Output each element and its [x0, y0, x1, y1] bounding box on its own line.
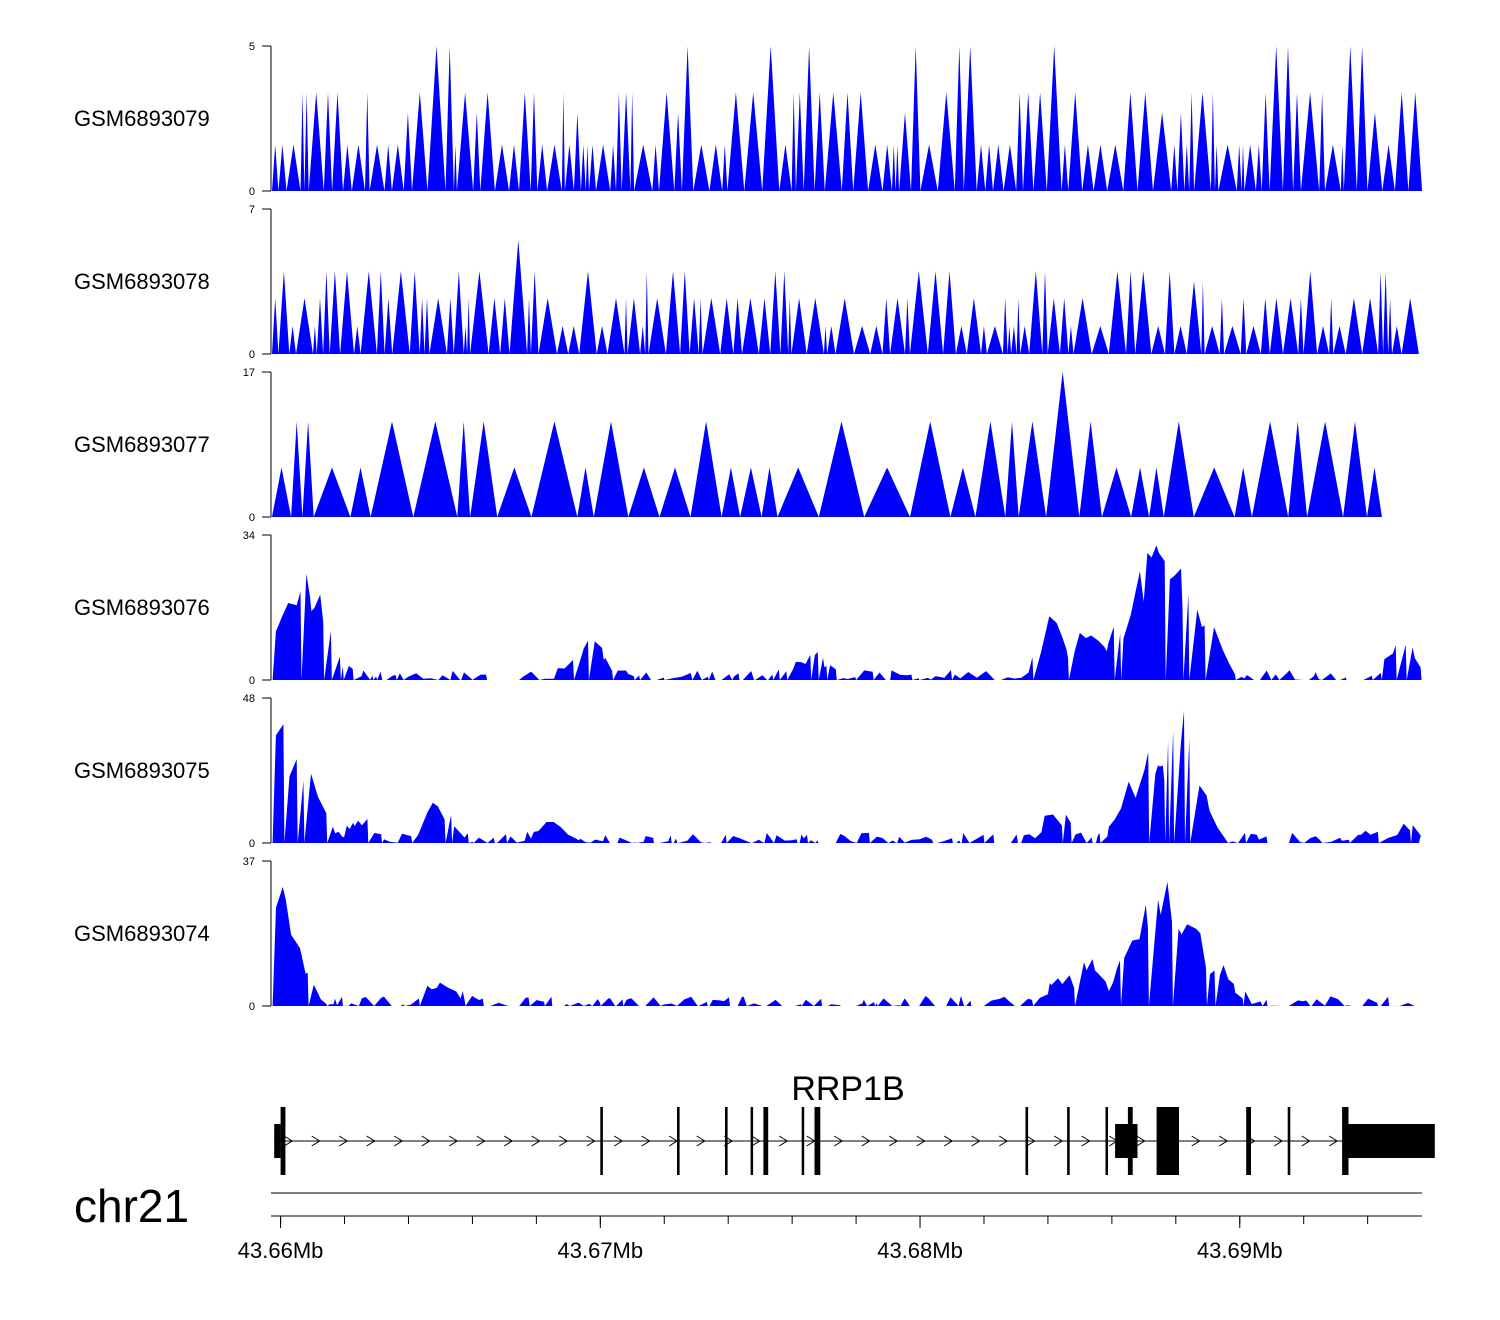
track-label: GSM6893074 [74, 921, 210, 946]
strand-arrow [943, 1135, 954, 1147]
strand-arrow [641, 1135, 651, 1147]
exon [1127, 1107, 1133, 1175]
strand-arrow [338, 1135, 349, 1147]
exon [1348, 1124, 1435, 1158]
strand-arrow [861, 1135, 871, 1147]
strand-arrow [393, 1135, 404, 1147]
strand-arrow [833, 1135, 844, 1147]
strand-arrow [613, 1135, 624, 1147]
chromosome-label: chr21 [74, 1180, 189, 1232]
y-tick-max-label: 48 [243, 693, 255, 705]
strand-arrow [696, 1135, 706, 1147]
genome-axis: chr21 43.66Mb 43.67Mb 43.68Mb 43.69Mb [74, 1180, 1422, 1263]
strand-arrow [366, 1135, 376, 1147]
y-tick-min-label: 0 [249, 512, 255, 524]
strand-arrow [1301, 1135, 1311, 1147]
strand-arrow [971, 1135, 981, 1147]
strand-arrow [558, 1135, 569, 1147]
strand-arrow [448, 1135, 459, 1147]
y-tick-max-label: 5 [249, 41, 255, 53]
exon [280, 1107, 286, 1175]
exon [763, 1107, 769, 1175]
gene-name-label: RRP1B [791, 1070, 904, 1108]
strand-arrow [476, 1135, 486, 1147]
track-label: GSM6893077 [74, 432, 210, 457]
strand-arrow [778, 1135, 789, 1147]
gene-track: RRP1B [274, 1070, 1435, 1175]
strand-arrow [1081, 1135, 1091, 1147]
y-tick-min-label: 0 [249, 1001, 255, 1013]
exon [1287, 1107, 1291, 1175]
y-tick-min-label: 0 [249, 186, 255, 198]
exon [725, 1107, 728, 1175]
track-GSM6893076: GSM6893076 34 0 [74, 530, 1422, 687]
exon [1115, 1124, 1138, 1158]
strand-arrow [311, 1135, 321, 1147]
strand-arrow [1273, 1135, 1284, 1147]
strand-arrow [1053, 1135, 1064, 1147]
exon [750, 1107, 754, 1175]
strand-arrow [1191, 1135, 1201, 1147]
track-GSM6893074: GSM6893074 37 0 [74, 856, 1423, 1013]
track-GSM6893079: GSM6893079 5 0 [74, 41, 1423, 198]
y-tick-max-label: 37 [243, 856, 255, 868]
strand-arrow [503, 1135, 514, 1147]
track-GSM6893077: GSM6893077 17 0 [74, 367, 1390, 524]
coverage-area [272, 710, 1421, 843]
coverage-area [272, 545, 1422, 680]
strand-arrow [998, 1135, 1009, 1147]
exon [1067, 1107, 1070, 1175]
y-tick-min-label: 0 [249, 675, 255, 687]
y-tick-min-label: 0 [249, 349, 255, 361]
track-GSM6893078: GSM6893078 7 0 [74, 204, 1419, 361]
strand-arrow [421, 1135, 431, 1147]
coverage-area [272, 46, 1423, 191]
exon [1156, 1107, 1179, 1175]
track-label: GSM6893079 [74, 106, 210, 131]
exon [1025, 1107, 1029, 1175]
x-tick-label: 43.66Mb [238, 1238, 324, 1263]
exon [814, 1107, 821, 1175]
track-label: GSM6893075 [74, 758, 210, 783]
strand-arrow [283, 1135, 294, 1147]
exon [600, 1107, 603, 1175]
exon [801, 1107, 805, 1175]
strand-arrow [1026, 1135, 1036, 1147]
y-tick-max-label: 17 [243, 367, 255, 379]
y-tick-max-label: 7 [249, 204, 255, 216]
track-label: GSM6893076 [74, 595, 210, 620]
coverage-tracks: GSM689307950GSM689307870GSM6893077170GSM… [74, 41, 1423, 1013]
coverage-area [272, 372, 1390, 517]
exon [1342, 1107, 1349, 1175]
coverage-area [272, 240, 1419, 354]
exon [677, 1107, 680, 1175]
x-tick-label: 43.69Mb [1197, 1238, 1283, 1263]
strand-arrow [531, 1135, 541, 1147]
track-GSM6893075: GSM6893075 48 0 [74, 693, 1421, 850]
x-tick-label: 43.68Mb [877, 1238, 963, 1263]
y-tick-min-label: 0 [249, 838, 255, 850]
y-tick-max-label: 34 [243, 530, 255, 542]
strand-arrow [586, 1135, 596, 1147]
strand-arrow [1218, 1135, 1229, 1147]
x-tick-label: 43.67Mb [558, 1238, 644, 1263]
strand-arrow [888, 1135, 899, 1147]
strand-arrow [1328, 1135, 1339, 1147]
strand-arrow [751, 1135, 761, 1147]
coverage-area [272, 881, 1423, 1006]
strand-arrow [916, 1135, 926, 1147]
track-label: GSM6893078 [74, 269, 210, 294]
exon [274, 1124, 281, 1158]
exon [1246, 1107, 1251, 1175]
strand-arrow [1136, 1135, 1146, 1147]
exon [1105, 1107, 1108, 1175]
